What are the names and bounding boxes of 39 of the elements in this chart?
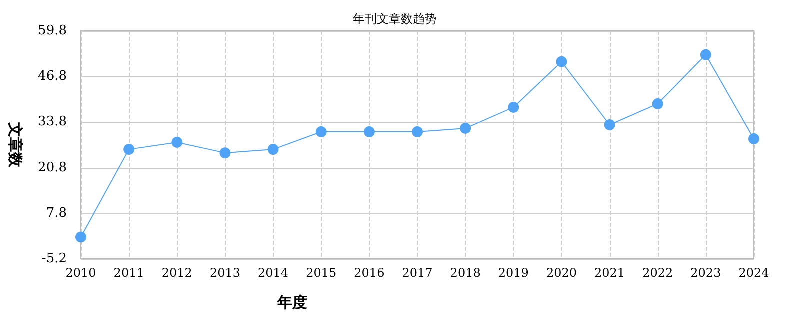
- x-tick-label: 2018: [450, 266, 481, 280]
- x-tick-label: 2021: [594, 266, 626, 280]
- x-tick-label: 2012: [162, 266, 192, 280]
- y-tick-label: 33.8: [38, 114, 67, 130]
- x-tick-label: 2023: [690, 266, 722, 280]
- y-tick-label: 20.8: [38, 160, 67, 176]
- x-tick-label: 2014: [258, 266, 289, 280]
- point: [172, 137, 183, 148]
- x-tick-label: 2010: [66, 266, 96, 280]
- y-tick-label: -5.2: [42, 252, 67, 266]
- point: [268, 144, 279, 156]
- point: [604, 120, 616, 131]
- x-tick-label: 2019: [498, 266, 529, 280]
- chart-title: 年刊文章数趋势: [353, 12, 437, 26]
- point: [700, 49, 712, 60]
- x-axis-title: 年度: [276, 294, 308, 312]
- x-tick-label: 2017: [402, 266, 433, 280]
- point: [556, 56, 568, 68]
- point: [508, 102, 520, 113]
- x-tick-label: 2020: [546, 266, 577, 280]
- x-tick-label: 2011: [114, 266, 144, 280]
- y-axis-title: 文章数: [6, 122, 24, 168]
- point: [364, 126, 375, 138]
- point: [412, 126, 423, 138]
- x-tick-label: 2024: [738, 266, 770, 280]
- point: [124, 144, 135, 156]
- y-tick-label: 59.8: [38, 24, 67, 38]
- y-tick-label: 7.8: [46, 206, 67, 221]
- point: [460, 123, 472, 134]
- x-tick-label: 2013: [210, 266, 240, 280]
- x-tick-label: 2015: [306, 266, 337, 280]
- point: [316, 126, 327, 138]
- x-tick-label: 2022: [642, 266, 674, 280]
- point: [76, 232, 86, 243]
- x-tick-label: 2016: [354, 266, 385, 280]
- point: [220, 148, 231, 159]
- point: [652, 98, 664, 110]
- point: [748, 134, 760, 145]
- y-tick-label: 46.8: [38, 69, 67, 84]
